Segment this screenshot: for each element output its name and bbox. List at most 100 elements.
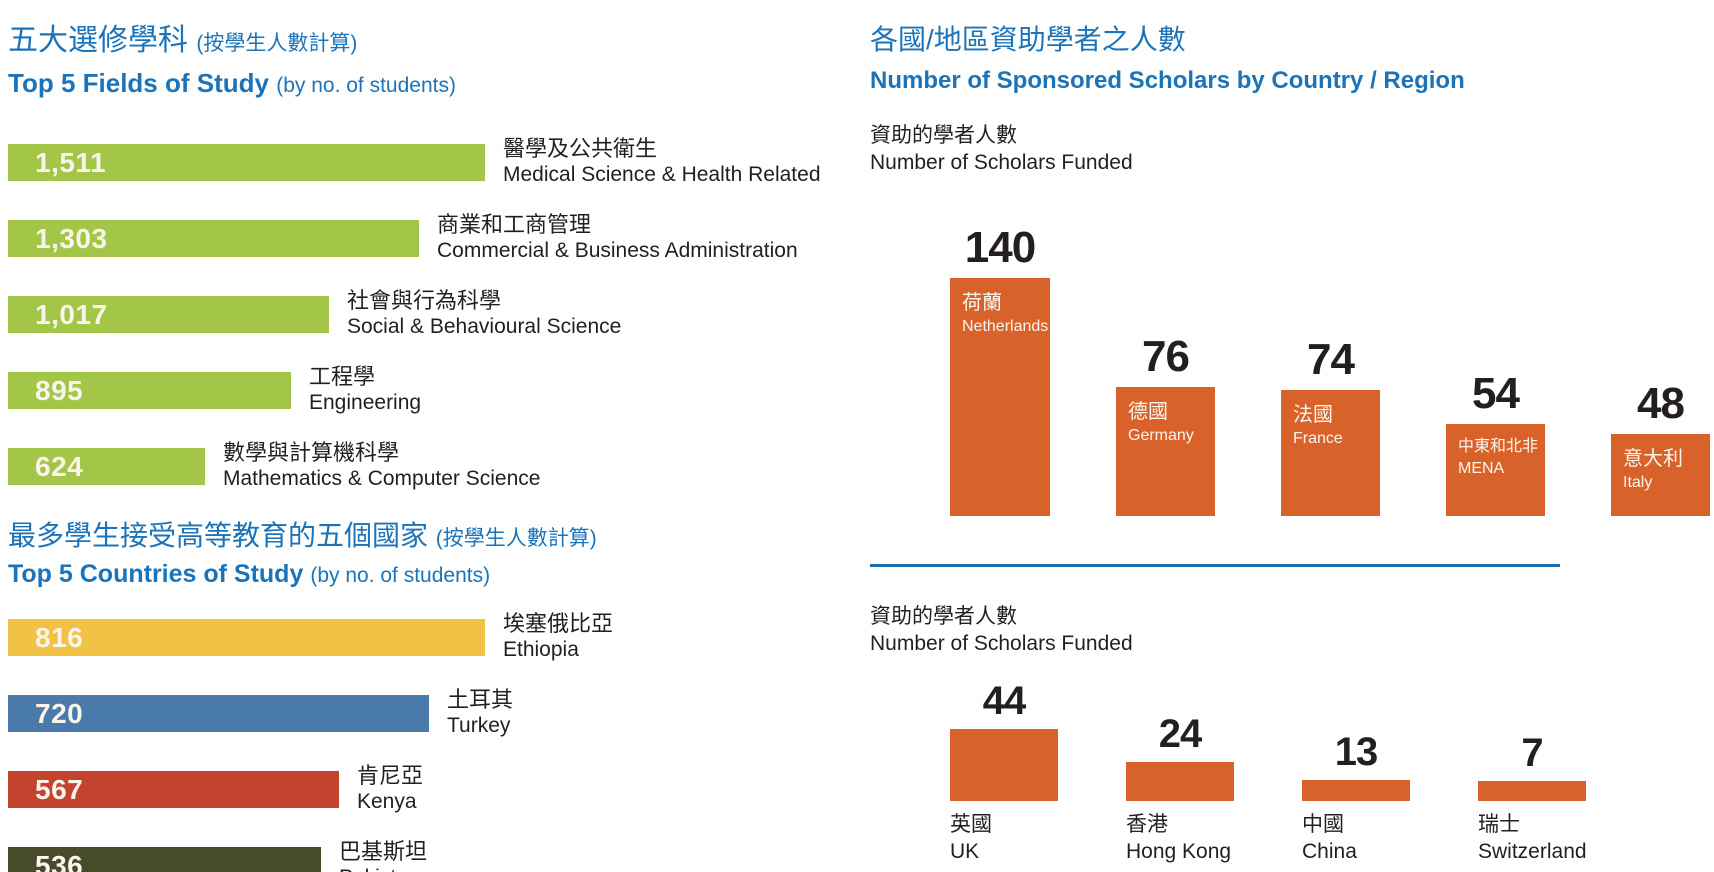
- bar-label-en: Netherlands: [962, 318, 1049, 335]
- bar-label-en: UK: [950, 840, 980, 863]
- bar-value: 76: [1142, 332, 1190, 381]
- bar-label-zh: 數學與計算機科學: [223, 440, 400, 465]
- bar: 895: [8, 371, 291, 409]
- bar: 624: [8, 447, 205, 485]
- bar-label: 巴基斯坦Pakistan: [339, 839, 427, 872]
- bar-value: 140: [964, 223, 1036, 272]
- bar-column: 74 法國 France: [1281, 336, 1380, 516]
- bar-label: 香港 Hong Kong: [1126, 811, 1234, 865]
- scholars-top-axis-label: 資助的學者人數 Number of Scholars Funded: [870, 122, 1710, 176]
- bar-label-en: Switzerland: [1478, 840, 1587, 863]
- bar: [1478, 781, 1586, 801]
- countries-of-study-chart: 816 埃塞俄比亞 Ethiopia 720 土耳其 Turkey 567 肯尼亞 Kenya 5…: [8, 611, 853, 872]
- bar-column: 13 中國 China: [1302, 730, 1410, 865]
- bar-label-zh: 社會與行為科學: [347, 288, 502, 313]
- bar: [950, 729, 1058, 801]
- bar: 1,017: [8, 295, 329, 333]
- bar: 567: [8, 770, 339, 808]
- right-panel: 各國/地區資助學者之人數 Number of Sponsored Scholar…: [870, 22, 1710, 865]
- axis-label-zh: 資助的學者人數: [870, 124, 1017, 147]
- bar-label-zh: 香港: [1126, 813, 1168, 836]
- bar-label-en: Social & Behavioural Science: [347, 315, 622, 338]
- bar-row: 1,303 商業和工商管理 Commercial & Business Admini…: [8, 212, 853, 264]
- axis-label-zh: 資助的學者人數: [870, 605, 1017, 628]
- bar-label: 工程學 Engineering: [309, 364, 421, 416]
- bar-label: 商業和工商管理 Commercial & Business Administrat…: [437, 212, 798, 264]
- bar-label-en: Kenya: [357, 790, 417, 813]
- bar-column: 140 荷蘭 Netherlands: [950, 224, 1050, 516]
- fields-title-zh-note: (按學生人數計算): [196, 32, 358, 55]
- bar-label-zh: 法國: [1293, 404, 1333, 426]
- bar-row: 895 工程學 Engineering: [8, 364, 853, 416]
- bar-label-zh: 意大利: [1623, 448, 1683, 470]
- bar-label-zh: 土耳其: [447, 687, 514, 712]
- bar: 1,511: [8, 143, 485, 181]
- bar-row: 816 埃塞俄比亞 Ethiopia: [8, 611, 853, 663]
- section-divider: [870, 564, 1560, 567]
- bar-label-zh: 工程學: [309, 364, 376, 389]
- scholars-title-zh: 各國/地區資助學者之人數: [870, 24, 1186, 55]
- fields-title-zh-text: 五大選修學科: [8, 24, 188, 57]
- bar-label-en: Hong Kong: [1126, 840, 1232, 863]
- bar-label-zh: 巴基斯坦: [339, 839, 428, 864]
- bar-label-en: Germany: [1128, 427, 1194, 444]
- bar-column: 44 英國 UK: [950, 679, 1058, 865]
- bar-value: 44: [982, 679, 1027, 723]
- fields-of-study-chart: 1,511 醫學及公共衛生 Medical Science & Health Rel…: [8, 136, 853, 492]
- bar-value: 24: [1158, 712, 1203, 756]
- scholars-other-chart: 44 英國 UK 24 香港 Hong Kong 13 中國 China 7 瑞士 Switzerla…: [870, 679, 1710, 865]
- countries-title-en-note: (by no. of students): [310, 564, 491, 587]
- bar-value: 54: [1472, 369, 1520, 418]
- bar-label-zh: 商業和工商管理: [437, 212, 592, 237]
- bar-label-zh: 埃塞俄比亞: [503, 611, 614, 636]
- bar-label: 醫學及公共衛生 Medical Science & Health Related: [503, 136, 821, 188]
- bar-label-en: Engineering: [309, 391, 422, 414]
- bar: 法國 France: [1281, 390, 1380, 516]
- bar-label-en: MENA: [1458, 460, 1505, 477]
- bar-label-zh: 荷蘭: [962, 292, 1002, 314]
- countries-title-zh-note: (按學生人數計算): [435, 527, 597, 550]
- bar-label-zh: 中東和北非: [1458, 438, 1539, 455]
- fields-title-zh: 五大選修學科 (按學生人數計算): [8, 22, 853, 63]
- scholars-bottom-axis-label: 資助的學者人數 Number of Scholars Funded: [870, 603, 1710, 657]
- bar-row: 567 肯尼亞 Kenya: [8, 763, 853, 815]
- bar-label-en: Commercial & Business Administration: [437, 239, 798, 262]
- bar-label-zh: 瑞士: [1478, 813, 1520, 836]
- bar-label: 瑞士 Switzerland: [1478, 811, 1587, 865]
- bar-label-zh: 中國: [1302, 813, 1344, 836]
- bar: 720: [8, 694, 429, 732]
- bar: 意大利 Italy: [1611, 434, 1710, 516]
- bar: 1,303: [8, 219, 419, 257]
- left-panel: 五大選修學科 (按學生人數計算) Top 5 Fields of Study (…: [8, 22, 853, 872]
- bar-value: 48: [1637, 379, 1685, 428]
- bar-row: 720 土耳其 Turkey: [8, 687, 853, 739]
- bar-label-zh: 德國: [1128, 401, 1168, 423]
- bar-label-en: France: [1293, 430, 1343, 447]
- countries-title-en: Top 5 Countries of Study (by no. of stud…: [8, 559, 853, 591]
- bar-value: 13: [1334, 730, 1379, 774]
- bar: 536: [8, 846, 321, 872]
- bar-label: 埃塞俄比亞 Ethiopia: [503, 611, 613, 663]
- countries-title-en-text: Top 5 Countries of Study: [8, 560, 304, 588]
- fields-title-en-text: Top 5 Fields of Study: [8, 68, 269, 98]
- bar-value: 74: [1307, 335, 1355, 384]
- bar-label-zh: 英國: [950, 813, 992, 836]
- axis-label-en: Number of Scholars Funded: [870, 632, 1133, 655]
- axis-label-en: Number of Scholars Funded: [870, 151, 1133, 174]
- bar-label-en: Pakistan: [339, 865, 427, 872]
- bar-column: 76 德國 Germany: [1116, 333, 1215, 516]
- scholars-europe-mena-chart: 140 荷蘭 Netherlands 76 德國 Germany 74 法國 France 54 中…: [870, 194, 1710, 516]
- bar-column: 7 瑞士 Switzerland: [1478, 731, 1587, 865]
- bar-label: 數學與計算機科學 Mathematics & Computer Science: [223, 440, 540, 492]
- bar-value: 7: [1521, 731, 1543, 775]
- countries-title-zh-text: 最多學生接受高等教育的五個國家: [8, 520, 429, 551]
- bar: 中東和北非 MENA: [1446, 424, 1545, 516]
- bar: 816: [8, 618, 485, 656]
- bar-label: 肯尼亞 Kenya: [357, 763, 423, 815]
- bar: 荷蘭 Netherlands: [950, 278, 1050, 516]
- bar-label: 英國 UK: [950, 811, 1058, 865]
- bar-label-en: Italy: [1623, 474, 1653, 491]
- bar-row: 536 巴基斯坦Pakistan: [8, 839, 853, 872]
- bar-column: 24 香港 Hong Kong: [1126, 712, 1234, 865]
